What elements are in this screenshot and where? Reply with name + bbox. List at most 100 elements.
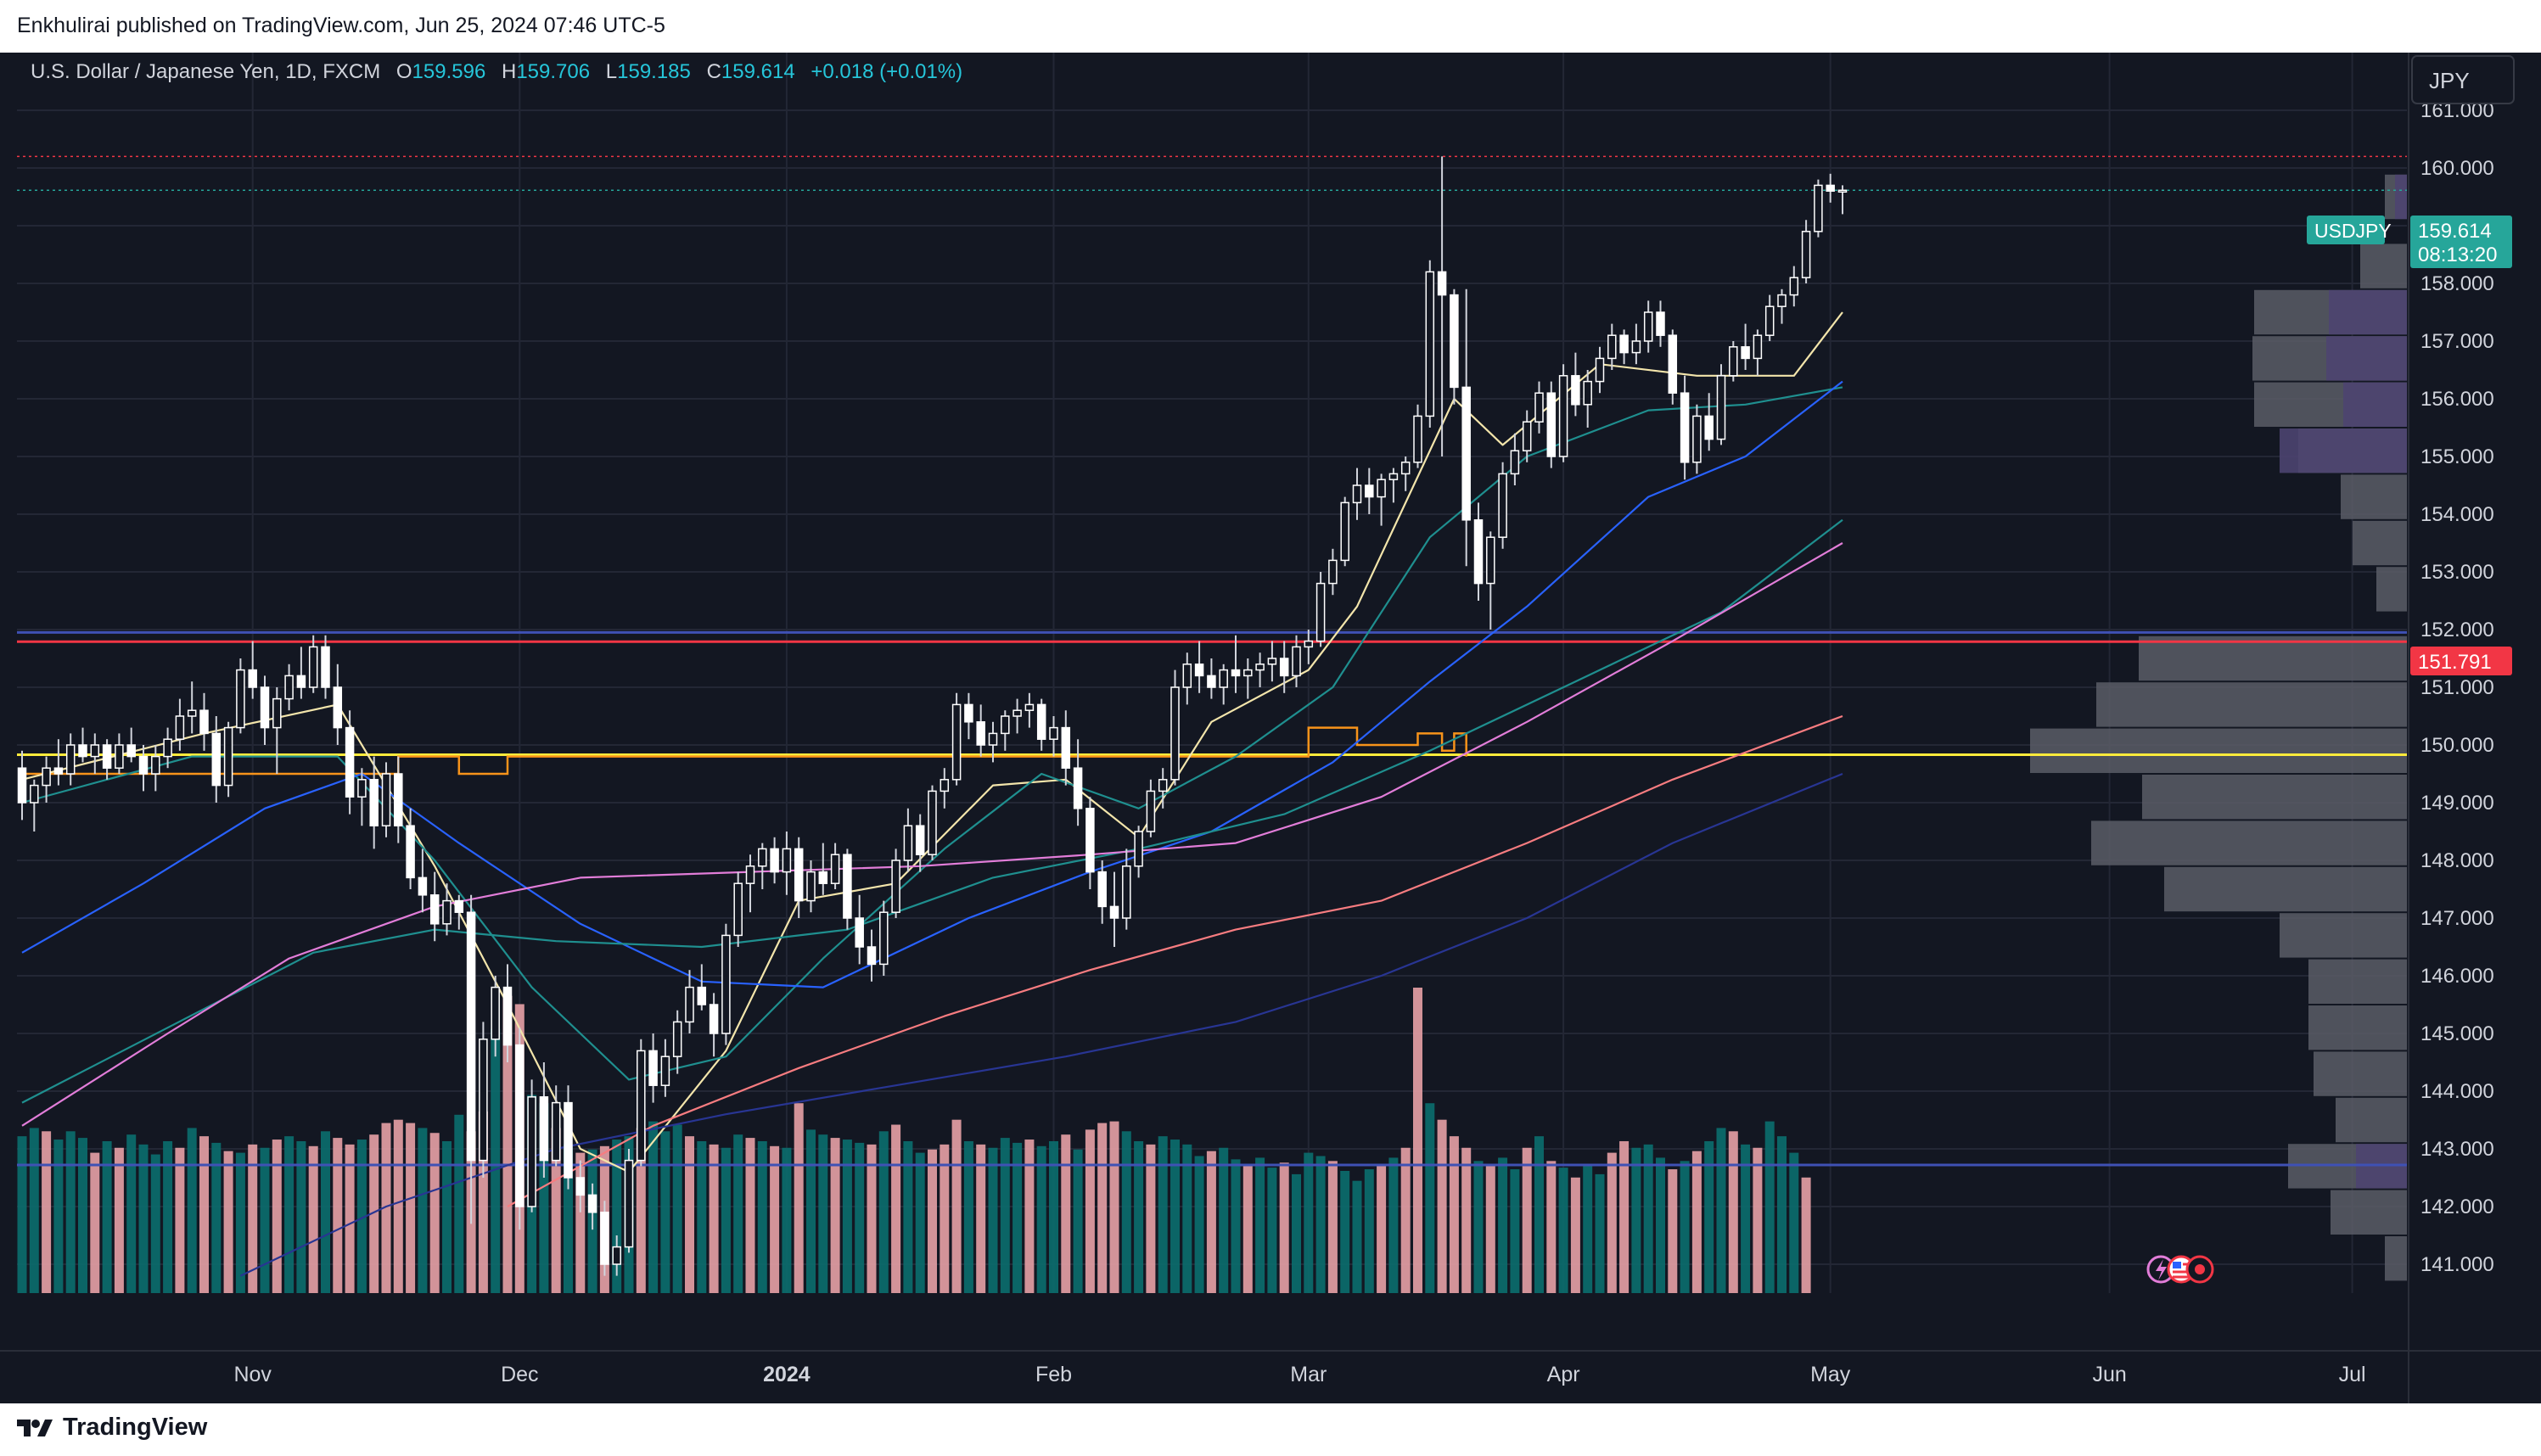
volume-bar — [1570, 1177, 1580, 1293]
legend-o-label: O — [396, 60, 412, 83]
price-tick-label: 146.000 — [2420, 965, 2494, 988]
volume-bar — [1619, 1140, 1629, 1293]
candle-down — [1437, 271, 1447, 296]
candle-up — [1400, 462, 1411, 475]
volume-bar — [878, 1131, 889, 1293]
candle-up — [1182, 664, 1192, 688]
candle-down — [17, 767, 27, 804]
price-tick-label: 160.000 — [2420, 157, 2494, 180]
volume-profile-value-area — [2343, 382, 2407, 427]
candle-up — [1170, 686, 1180, 781]
volume-bar — [757, 1140, 767, 1293]
candle-down — [587, 1194, 597, 1213]
candle-up — [1777, 294, 1787, 307]
volume-bar — [138, 1144, 149, 1293]
legend-open: 159.596 — [412, 60, 486, 83]
candle-up — [988, 732, 998, 746]
volume-bar — [928, 1149, 937, 1293]
currency-label: JPY — [2429, 68, 2470, 93]
candle-down — [1109, 905, 1119, 919]
candle-down — [369, 779, 379, 826]
volume-profile-row — [2096, 682, 2407, 727]
candle-down — [1656, 311, 1665, 336]
volume-bar — [1656, 1157, 1665, 1293]
price-tag-value: 159.614 — [2418, 220, 2492, 243]
candle-up — [223, 726, 233, 787]
volume-bar — [1522, 1147, 1532, 1293]
candle-down — [260, 686, 270, 729]
ma-teal-long — [21, 518, 1843, 1104]
candle-down — [964, 703, 973, 723]
time-tick-label: Jul — [2339, 1363, 2366, 1386]
volume-profile-value-area — [2326, 336, 2407, 381]
candle-up — [1583, 380, 1592, 406]
volume-bar — [976, 1144, 986, 1293]
candle-down — [394, 773, 403, 826]
volume-bar — [842, 1140, 852, 1293]
volume-bar — [175, 1147, 185, 1293]
volume-bar — [745, 1138, 755, 1293]
candle-up — [151, 755, 160, 775]
volume-bar — [1485, 1164, 1495, 1293]
candle-up — [672, 1021, 682, 1057]
price-tick-label: 154.000 — [2420, 503, 2494, 526]
currency-button[interactable]: JPY — [2411, 55, 2515, 104]
legend-c-label: C — [707, 60, 721, 83]
volume-bar — [1352, 1180, 1362, 1293]
candle-down — [855, 917, 864, 948]
candle-up — [1425, 271, 1435, 417]
volume-profile-row — [2142, 775, 2407, 820]
candle-down — [648, 1050, 658, 1086]
candle-down — [1085, 808, 1095, 873]
candle-up — [879, 911, 889, 966]
volume-bar — [818, 1134, 828, 1293]
price-tick-label: 143.000 — [2420, 1138, 2494, 1161]
candle-down — [1826, 184, 1835, 192]
candle-up — [115, 744, 124, 769]
tradingview-logo[interactable]: TradingView — [17, 1414, 207, 1442]
candle-down — [1680, 392, 1690, 463]
price-chart[interactable]: 161.000160.000159.000158.000157.000156.0… — [0, 53, 2541, 1403]
volume-bar — [1097, 1123, 1108, 1293]
candle-up — [175, 715, 185, 740]
volume-bar — [1315, 1156, 1326, 1293]
volume-bar — [551, 1128, 561, 1293]
volume-bar — [1146, 1144, 1156, 1293]
candle-up — [1643, 311, 1653, 342]
volume-bar — [539, 1103, 549, 1293]
volume-bar — [1777, 1136, 1787, 1293]
price-tick-label: 157.000 — [2420, 330, 2494, 353]
candle-up — [1255, 664, 1265, 671]
volume-bar — [1534, 1136, 1544, 1293]
legend-symbol: U.S. Dollar / Japanese Yen, 1D, FXCM — [31, 60, 380, 83]
candle-down — [1741, 346, 1750, 360]
ma-salmon — [507, 714, 1843, 1207]
candle-down — [418, 876, 428, 896]
volume-bar — [709, 1144, 719, 1293]
volume-bar — [1231, 1159, 1241, 1293]
time-axis: Nov Dec 2024 Feb Mar Apr May Jun Jul — [0, 1350, 2541, 1386]
candle-up — [1789, 277, 1799, 296]
candle-down — [1097, 871, 1107, 908]
candle-down — [102, 744, 112, 769]
candle-up — [381, 773, 391, 826]
candle-up — [685, 986, 694, 1023]
candle-up — [1522, 421, 1532, 451]
candle-up — [1012, 709, 1022, 717]
candle-down — [794, 848, 804, 902]
volume-profile-value-area — [2329, 289, 2407, 335]
volume-profile-row — [2164, 866, 2407, 912]
candle-down — [429, 894, 440, 925]
volume-bar — [891, 1124, 901, 1293]
price-tag-symbol: USDJPY — [2314, 220, 2392, 242]
volume-bar — [502, 995, 513, 1293]
candle-down — [1473, 519, 1484, 585]
volume-profile-row — [2376, 567, 2407, 612]
chart-area[interactable]: 161.000160.000159.000158.000157.000156.0… — [0, 53, 2541, 1403]
event-icons[interactable] — [2146, 1255, 2214, 1284]
candle-down — [770, 848, 779, 873]
publisher-header: Enkhulirai published on TradingView.com,… — [0, 0, 2541, 53]
volume-bar — [1134, 1140, 1144, 1293]
volume-bar — [1413, 988, 1422, 1293]
event-icon[interactable] — [2185, 1255, 2214, 1284]
